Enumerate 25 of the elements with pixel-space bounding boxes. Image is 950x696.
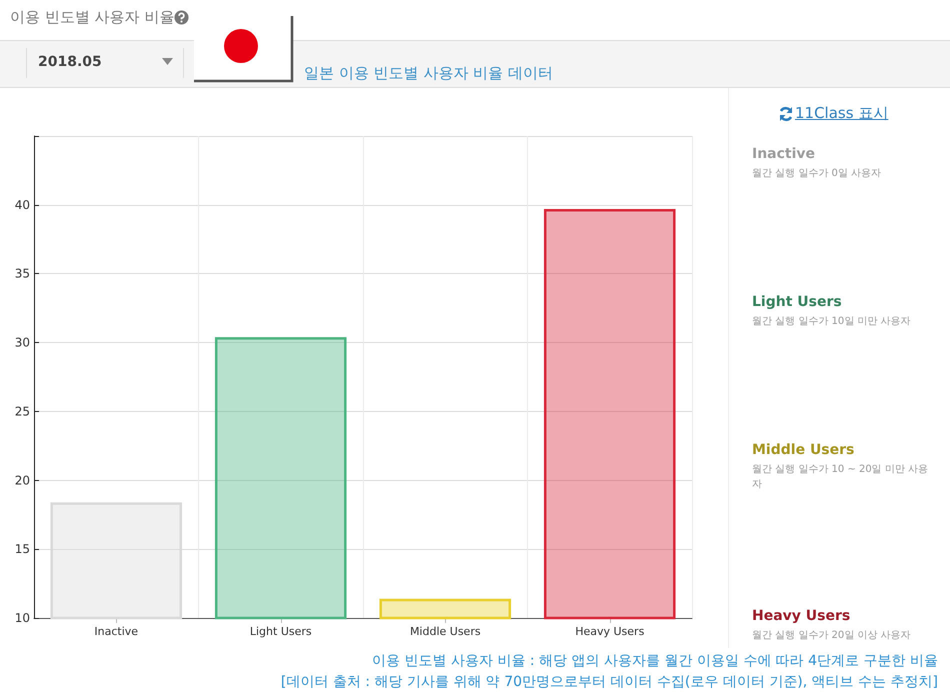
text: 월간 실행 일수가 20일 이상 사용자	[752, 629, 912, 643]
text: 2018.05	[38, 54, 102, 70]
x-tick-label: Inactive	[94, 625, 138, 638]
category-label: Light Users	[752, 294, 842, 310]
x-tick-label: Heavy Users	[575, 625, 645, 638]
category-label: Inactive	[752, 146, 816, 162]
category-label: Middle Users	[752, 442, 854, 458]
y-tick-label: 10	[14, 611, 30, 625]
chart-title: 이용 빈도별 사용자 비율	[10, 8, 174, 27]
y-tick-label: 25	[14, 404, 30, 418]
text: 일본 이용 빈도별 사용자 비율 데이터	[304, 64, 553, 83]
y-tick-label: 40	[14, 198, 30, 212]
y-tick-label: 15	[14, 542, 30, 556]
text: 월간 실행 일수가 10일 미만 사용자	[752, 315, 912, 329]
text: 이용 빈도별 사용자 비율 : 해당 앱의 사용자를 월간 이용일 수에 따라 4단계로 구분한 비율	[372, 652, 938, 670]
x-tick-label: Light Users	[250, 625, 312, 638]
x-tick-label: Middle Users	[410, 625, 481, 638]
y-tick-label: 20	[14, 473, 30, 488]
category-label: Heavy Users	[752, 608, 850, 624]
text: 11Class 표시	[795, 104, 888, 123]
y-tick-label: 35	[14, 266, 30, 281]
y-tick-label: 30	[14, 336, 30, 350]
text: 월간 실행 일수가 10 ~ 20일 미만 사용자	[752, 463, 930, 492]
text: [데이터 출처 : 해당 기사를 위해 약 70만명으로부터 데이터 수집(로우 데이터 기준), 액티브 수는 추정치]	[280, 673, 938, 691]
text: 월간 실행 일수가 0일 사용자	[752, 167, 882, 181]
